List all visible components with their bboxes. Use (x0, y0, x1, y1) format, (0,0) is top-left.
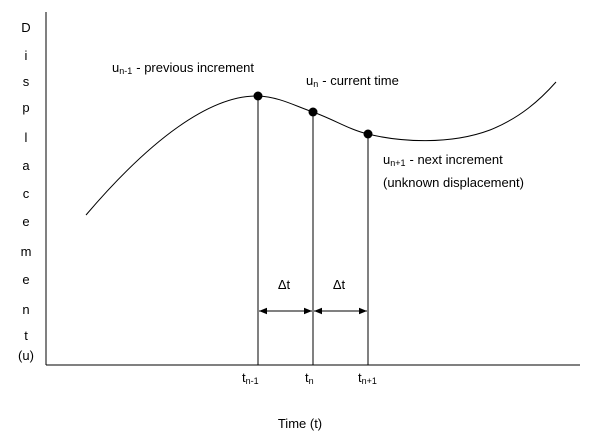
y-axis-label-letter: n (22, 302, 29, 317)
y-axis-label-letter: e (22, 214, 29, 229)
x-axis-label: Time (t) (278, 416, 322, 431)
y-axis-label-letter: t (24, 328, 28, 343)
description: - next increment (410, 152, 504, 167)
point (363, 129, 373, 139)
subscript: n (313, 79, 318, 89)
y-axis-label-letter: p (22, 100, 29, 115)
y-axis-label-letter: e (22, 272, 29, 287)
y-axis-label-letter: a (22, 158, 30, 173)
point-label: un-1 - previous increment (112, 60, 254, 76)
symbol: t (242, 370, 246, 385)
displacement-curve (85, 81, 557, 216)
interval-label: Δt (333, 277, 346, 292)
subscript: n-1 (119, 66, 132, 76)
symbol: u (112, 60, 119, 75)
y-axis-label-letter: D (21, 20, 30, 35)
symbol: t (305, 370, 309, 385)
point-label: un+1 - next increment (383, 152, 503, 168)
subscript: n-1 (246, 376, 259, 386)
subscript: n+1 (390, 158, 405, 168)
y-axis-label-letter: s (23, 74, 30, 89)
y-axis-label-letter: c (23, 186, 30, 201)
symbol: u (383, 152, 390, 167)
time-tick: tn-1 (242, 370, 259, 386)
subscript: n+1 (362, 376, 377, 386)
y-axis-label-letter: l (25, 130, 28, 145)
time-tick: tn (305, 370, 314, 386)
symbol: u (306, 73, 313, 88)
y-axis-label-letter: (u) (18, 348, 34, 363)
description: - previous increment (136, 60, 254, 75)
point (308, 107, 318, 117)
description: - current time (322, 73, 399, 88)
interval-label: Δt (278, 277, 291, 292)
symbol: t (358, 370, 362, 385)
y-axis-label-letter: m (21, 244, 32, 259)
time-tick: tn+1 (358, 370, 377, 386)
point-label: un - current time (306, 73, 399, 89)
y-axis-label-letter: i (25, 48, 28, 63)
point (253, 91, 263, 101)
subscript: n (309, 376, 314, 386)
point-note: (unknown displacement) (383, 175, 524, 190)
